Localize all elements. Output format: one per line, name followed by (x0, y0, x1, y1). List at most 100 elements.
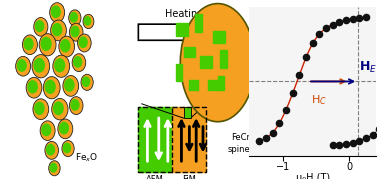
Bar (138, 107, 172, 172)
Circle shape (26, 77, 42, 98)
Circle shape (36, 21, 43, 32)
Point (336, 143, 342, 146)
Point (310, 41, 316, 44)
Point (356, 17, 363, 20)
Bar (184, 107, 191, 118)
Circle shape (35, 102, 44, 114)
Circle shape (54, 102, 63, 115)
Circle shape (51, 20, 67, 41)
Circle shape (70, 13, 77, 22)
Bar (195, 14, 202, 32)
Circle shape (53, 55, 70, 77)
Circle shape (81, 74, 93, 90)
FancyArrow shape (138, 17, 220, 47)
Circle shape (74, 57, 82, 67)
Point (303, 55, 309, 58)
Circle shape (34, 18, 48, 36)
Circle shape (84, 17, 91, 25)
Circle shape (45, 141, 59, 159)
Bar (176, 64, 182, 81)
Bar (189, 80, 198, 90)
Point (330, 23, 336, 26)
Point (350, 17, 356, 20)
Circle shape (46, 144, 54, 155)
Bar (200, 56, 212, 68)
Point (350, 141, 356, 144)
Point (323, 26, 329, 29)
Circle shape (72, 54, 86, 72)
Point (276, 122, 282, 125)
Circle shape (62, 141, 74, 157)
Text: Heating: Heating (164, 9, 203, 19)
Bar (138, 107, 206, 172)
Circle shape (61, 40, 70, 52)
Circle shape (33, 99, 49, 120)
Circle shape (39, 34, 56, 56)
Circle shape (53, 24, 62, 36)
Point (256, 139, 262, 142)
Circle shape (180, 4, 255, 122)
Circle shape (55, 59, 65, 72)
Circle shape (64, 143, 70, 153)
Point (296, 74, 302, 76)
Circle shape (52, 98, 68, 120)
Point (370, 134, 376, 137)
Point (283, 108, 289, 111)
Circle shape (40, 121, 55, 141)
Text: FiM: FiM (183, 175, 196, 179)
Circle shape (49, 161, 60, 176)
Circle shape (15, 56, 31, 76)
Bar (208, 80, 218, 90)
Circle shape (77, 34, 91, 52)
Circle shape (51, 6, 60, 18)
Point (343, 143, 349, 146)
Circle shape (50, 3, 65, 22)
Point (330, 144, 336, 147)
Point (356, 139, 363, 142)
Point (376, 128, 378, 131)
Text: AFM: AFM (146, 175, 164, 179)
Point (290, 92, 296, 95)
Circle shape (69, 10, 81, 26)
Point (270, 132, 276, 135)
Circle shape (34, 59, 44, 72)
Circle shape (71, 26, 79, 37)
Circle shape (22, 35, 37, 55)
Circle shape (50, 163, 57, 172)
Circle shape (59, 36, 74, 57)
Point (336, 21, 342, 23)
Circle shape (60, 122, 68, 134)
Circle shape (58, 119, 73, 139)
Point (316, 32, 322, 35)
Bar (213, 31, 225, 43)
Circle shape (43, 77, 60, 99)
Point (363, 137, 369, 140)
Bar (218, 76, 224, 90)
Text: H$_E$: H$_E$ (359, 60, 378, 75)
Text: FeCr
spinel: FeCr spinel (228, 133, 253, 154)
Bar (172, 107, 206, 172)
Point (363, 16, 369, 19)
Point (263, 137, 269, 140)
Text: H$_C$: H$_C$ (311, 93, 327, 107)
Circle shape (65, 79, 74, 91)
Circle shape (63, 76, 79, 96)
Circle shape (42, 124, 51, 136)
Circle shape (70, 23, 83, 41)
Circle shape (41, 37, 51, 50)
Circle shape (28, 81, 37, 93)
Circle shape (70, 97, 83, 115)
Circle shape (83, 14, 94, 29)
Circle shape (79, 37, 87, 47)
Bar (220, 50, 227, 68)
X-axis label: μ₀H (T): μ₀H (T) (296, 173, 330, 179)
Circle shape (17, 60, 26, 71)
Circle shape (24, 38, 33, 50)
Circle shape (82, 77, 90, 86)
Bar (184, 47, 195, 57)
Text: Fe$_x$O: Fe$_x$O (75, 151, 98, 164)
Circle shape (71, 100, 79, 110)
Circle shape (32, 55, 50, 78)
Circle shape (45, 80, 55, 93)
Point (343, 19, 349, 21)
